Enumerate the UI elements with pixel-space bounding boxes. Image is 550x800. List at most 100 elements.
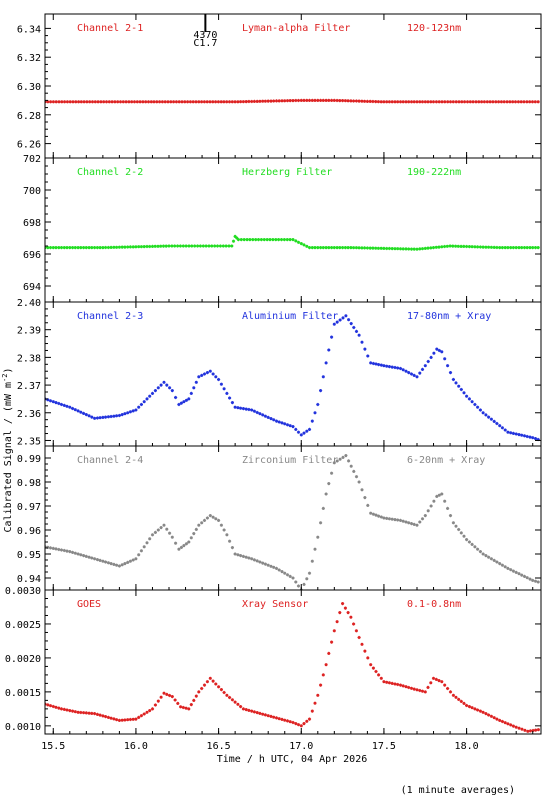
channel-2-2-point xyxy=(321,246,325,250)
channel-2-3-point xyxy=(522,434,527,438)
channel-2-3-point xyxy=(528,435,532,439)
channel-2-2-point xyxy=(431,246,436,250)
channel-2-1-point xyxy=(227,100,232,104)
channel-2-2-point xyxy=(324,246,328,250)
channel-2-1-point xyxy=(294,98,298,103)
channel-2-4-point xyxy=(407,521,411,525)
channel-2-3-point xyxy=(451,377,455,382)
channel-2-2-point xyxy=(87,246,91,250)
channel-2-4-point xyxy=(344,454,348,458)
channel-2-1-point xyxy=(460,100,464,104)
channel-2-4-point xyxy=(145,541,149,545)
channel-2-4-point xyxy=(95,557,100,562)
channel-2-4-point xyxy=(354,475,359,479)
channel-2-2-point xyxy=(404,247,408,251)
channel-2-4-point xyxy=(159,525,163,530)
channel-2-4-point xyxy=(500,563,504,567)
goes-point xyxy=(92,711,97,716)
x-tick-label: 15.5 xyxy=(41,741,65,752)
channel-2-3-point xyxy=(354,329,359,333)
goes-y-tick-label: 0.0030 xyxy=(5,586,41,597)
channel-2-1-point xyxy=(431,100,436,104)
channel-2-1-point xyxy=(211,100,215,104)
goes-point xyxy=(487,713,491,717)
channel-2-1-point xyxy=(239,100,243,104)
goes-point xyxy=(305,719,309,723)
goes-point xyxy=(418,688,422,693)
channel-2-2-point xyxy=(167,244,171,248)
goes-point xyxy=(236,702,240,706)
channel-2-3-point xyxy=(338,318,342,322)
channel-2-3-point xyxy=(448,371,453,375)
goes-point xyxy=(363,649,367,653)
goes-point xyxy=(239,704,243,709)
channel-2-4-point xyxy=(128,559,132,563)
goes-point xyxy=(168,693,172,698)
goes-point xyxy=(261,712,265,716)
channel-2-3-point xyxy=(62,403,66,407)
channel-2-2-point xyxy=(332,246,336,250)
channel-2-2-point xyxy=(190,244,194,248)
channel-2-2-point xyxy=(148,244,152,249)
channel-2-3-point xyxy=(51,400,55,404)
channel-2-1-point xyxy=(146,100,151,104)
channel-2-2-point xyxy=(481,245,485,249)
channel-2-3-point xyxy=(509,431,513,435)
channel-2-3-point xyxy=(139,402,143,407)
channel-2-1-point xyxy=(393,100,397,104)
channel-2-2-point xyxy=(271,238,275,242)
channel-2-4-point xyxy=(462,534,466,538)
channel-2-3-point xyxy=(126,411,130,415)
channel-2-2-point xyxy=(503,246,507,250)
channel-2-2-point xyxy=(112,245,116,249)
channel-2-1-point xyxy=(152,100,156,104)
channel-2-3-point xyxy=(283,422,287,426)
channel-2-1-point xyxy=(516,100,521,104)
goes-point xyxy=(145,710,149,714)
channel-2-2-point xyxy=(164,244,168,248)
goes-point xyxy=(65,708,69,712)
channel-2-3-point xyxy=(165,383,169,387)
channel-2-3-y-tick: 2.35 xyxy=(17,436,541,447)
channel-2-2-point xyxy=(454,244,458,248)
channel-2-4-point xyxy=(269,564,273,568)
channel-2-1-point xyxy=(341,98,345,103)
channel-2-1-point xyxy=(194,100,198,104)
channel-2-4-point xyxy=(170,535,174,539)
channel-2-2-point xyxy=(242,238,246,242)
goes-point xyxy=(98,713,102,717)
channel-2-1-point xyxy=(46,100,50,104)
goes-point xyxy=(316,693,320,697)
channel-2-2-point xyxy=(528,246,532,250)
goes-point xyxy=(120,718,124,722)
channel-2-4-point xyxy=(503,565,507,569)
channel-2-3-point xyxy=(95,416,100,420)
channel-2-3-point xyxy=(330,335,334,339)
goes-point xyxy=(294,721,298,726)
channel-2-3-point xyxy=(352,325,356,330)
channel-2-2-point xyxy=(506,246,510,250)
goes-point xyxy=(95,712,100,717)
channel-2-4-point xyxy=(73,551,77,555)
channel-2-3-point xyxy=(495,421,499,426)
channel-2-4-point xyxy=(103,560,108,564)
channel-2-2-point xyxy=(131,245,135,249)
channel-2-1-point xyxy=(382,100,386,104)
channel-2-1-point xyxy=(488,100,492,104)
channel-2-4-band-label: 6-20nm + Xray xyxy=(407,455,485,466)
channel-2-1-point xyxy=(371,99,375,104)
channel-2-4-point xyxy=(217,518,221,523)
channel-2-2-point xyxy=(478,245,482,249)
channel-2-1-y-tick-label: 6.28 xyxy=(17,111,41,122)
channel-2-3-point xyxy=(148,394,152,398)
channel-2-4-point xyxy=(371,512,375,516)
channel-2-3-point xyxy=(261,413,265,417)
channel-2-1-point xyxy=(354,99,358,103)
goes-point xyxy=(228,695,232,700)
x-tick-label: 16.5 xyxy=(207,741,231,752)
y-axis-label-close: ) xyxy=(3,368,14,374)
channel-2-3-point xyxy=(194,380,198,384)
goes-point xyxy=(349,615,353,619)
channel-2-3-point xyxy=(142,400,146,404)
channel-2-4-point xyxy=(305,577,309,581)
